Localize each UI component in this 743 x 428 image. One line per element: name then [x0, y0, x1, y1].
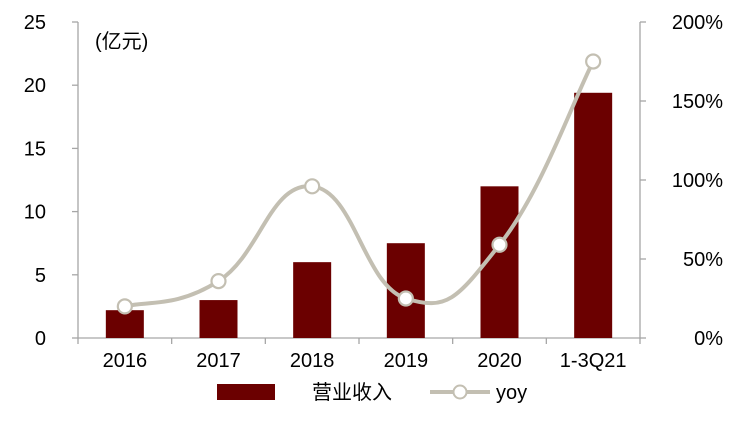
- y-left-tick-label: 20: [24, 75, 46, 97]
- y-left-tick-label: 10: [24, 202, 46, 224]
- y-right-tick-label: 150%: [672, 91, 723, 113]
- line-series: [116, 53, 602, 315]
- y-right-tick-label: 0%: [694, 328, 723, 350]
- legend-marker-yoy: [452, 384, 468, 400]
- y-left-tick-label: 25: [24, 12, 46, 34]
- x-tick-label: 2020: [477, 350, 522, 372]
- legend-label-yoy: yoy: [496, 382, 527, 404]
- bar-series: [105, 92, 613, 338]
- point-yoy: [116, 298, 133, 315]
- point-yoy: [585, 53, 602, 70]
- bar-revenue: [105, 310, 144, 338]
- bar-revenue: [574, 92, 613, 338]
- bar-revenue: [293, 262, 332, 338]
- line-yoy: [124, 60, 595, 309]
- y-left-tick-label: 5: [35, 265, 46, 287]
- point-yoy: [304, 178, 321, 195]
- legend-label-revenue: 营业收入: [312, 381, 392, 404]
- x-tick-label: 1-3Q21: [560, 350, 627, 372]
- x-tick-label: 2016: [103, 350, 148, 372]
- y-left-tick-label: 15: [24, 138, 46, 160]
- point-yoy: [210, 273, 227, 290]
- y-right-tick-label: 200%: [672, 12, 723, 34]
- legend-swatch-revenue: [217, 384, 275, 400]
- y-right-tick-label: 100%: [672, 170, 723, 192]
- y-right-tick-label: 50%: [683, 249, 723, 271]
- bar-revenue: [199, 300, 238, 338]
- x-tick-label: 2018: [290, 350, 335, 372]
- axis-labels: 0 5 10 15 20 25 0% 50% 100% 150% 200% 2016 2017 2018 2…: [24, 12, 723, 372]
- x-tick-label: 2017: [196, 350, 241, 372]
- x-tick-label: 2019: [384, 350, 429, 372]
- axes: [72, 21, 646, 344]
- point-yoy: [491, 236, 508, 253]
- point-yoy: [397, 290, 414, 307]
- legend: 营业收入 yoy: [217, 381, 527, 404]
- y-left-tick-label: 0: [35, 328, 46, 350]
- unit-label: (亿元): [95, 30, 148, 53]
